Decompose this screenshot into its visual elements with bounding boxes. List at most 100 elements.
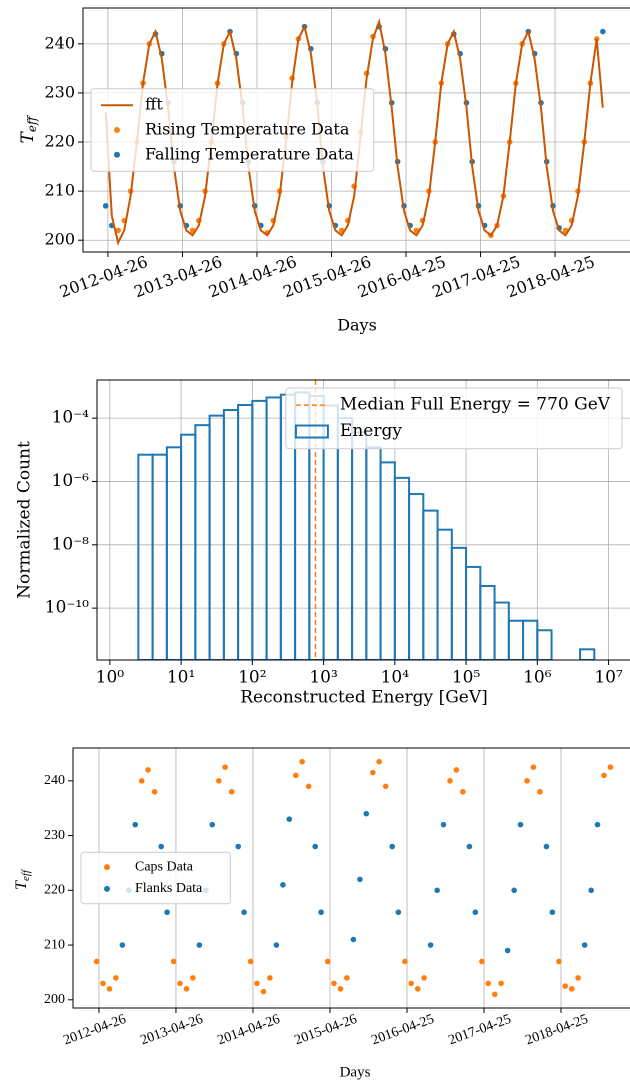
data-point [145,767,151,773]
legend-frame [285,387,623,450]
x-tick-label: 10⁰ [96,668,125,688]
data-point [119,942,126,948]
data-point [479,958,485,965]
chart-caps-flanks: Teff Days 200 210 220 230 240 2012-04-26 2013-… [13,747,630,1080]
data-point [414,986,421,992]
legend-swatch [114,151,120,158]
histogram-bar [507,619,525,660]
histogram-bar [208,414,225,660]
legend-swatch [104,885,110,892]
data-point [600,28,606,35]
data-point [524,778,530,784]
data-point [305,783,312,790]
data-point [472,909,479,916]
histogram-bar [137,453,154,660]
histogram-bar [422,509,439,660]
data-point [357,876,363,883]
x-tick-label: 10³ [309,668,337,688]
data-point [601,772,607,779]
y-tick-label: 220 [44,883,65,898]
histogram-bar [522,619,539,660]
data-point [247,958,254,965]
y-tick-label: 240 [44,773,65,788]
legend: fft Rising Temperature Data Falling Temper… [90,88,375,172]
data-point [260,988,267,995]
data-point [196,942,203,948]
plot-frame [72,747,630,1009]
legend-label: Falling Temperature Data [145,144,354,163]
histogram-bar [251,399,268,660]
legend-label: Caps Data [135,859,194,874]
data-point [594,821,601,828]
data-point [607,764,614,770]
data-point [344,975,350,981]
data-point [254,980,260,987]
y-axis-label: Normalized Count [15,441,35,599]
data-point [530,764,537,770]
data-point [350,936,357,943]
histogram-bar [379,461,396,660]
data-point [280,882,286,888]
data-point [209,821,216,828]
histogram-bar [237,403,254,660]
data-point [299,758,305,765]
y-tick-label: 230 [44,82,75,101]
data-point [228,788,235,795]
y-tick-label: 230 [44,828,65,843]
histogram-bar [151,453,168,660]
histogram-bar [450,546,468,660]
x-tick-label: 10⁶ [523,668,552,688]
histogram-bar [180,433,197,660]
data-point [164,909,170,916]
data-point [215,778,222,784]
histogram-bar [336,417,354,660]
y-axis-label: Teff [13,868,32,890]
data-point [132,821,139,828]
y-tick-label: 210 [44,937,65,952]
y-tick-label: 10⁻⁶ [52,471,90,491]
data-point [440,821,447,828]
legend-swatch [114,127,120,133]
data-point [588,887,594,894]
data-point [115,227,121,234]
histogram-bar [351,431,368,660]
histogram-bar [365,446,382,660]
data-point [447,778,453,784]
y-tick-label: 200 [44,230,75,249]
data-point [190,975,196,981]
histogram-bar [493,601,510,660]
series-line [104,17,604,246]
data-point [408,980,415,987]
data-point [556,958,562,965]
y-tick-label: 10⁻⁸ [52,534,90,554]
histogram-bar [579,648,596,660]
data-point [273,942,280,948]
data-point [395,909,402,916]
legend-frame [80,851,231,905]
data-point [581,942,588,948]
x-tick-label: 10¹ [167,668,195,688]
data-point [102,203,109,209]
y-label-main: T [18,130,38,143]
data-point [312,843,319,850]
x-tick-label: 10⁴ [381,668,410,688]
data-point [222,764,228,770]
data-point [491,991,498,998]
legend-label: Rising Temperature Data [145,120,350,139]
y-label-sub: eff [20,868,32,881]
data-point [427,942,434,948]
data-point [549,909,556,916]
y-tick-label: 10⁻⁴ [52,408,90,428]
legend-label: fft [145,95,163,114]
y-axis-label: Teff [18,114,39,143]
data-point [324,958,331,965]
x-tick-label: 2018-04-25 [524,1012,591,1048]
histogram-bar [465,565,482,660]
data-point [389,843,396,850]
x-axis-label: Days [340,1064,371,1080]
legend-frame [90,88,375,172]
data-point [382,783,389,790]
data-point [511,887,517,894]
data-point [562,983,569,989]
